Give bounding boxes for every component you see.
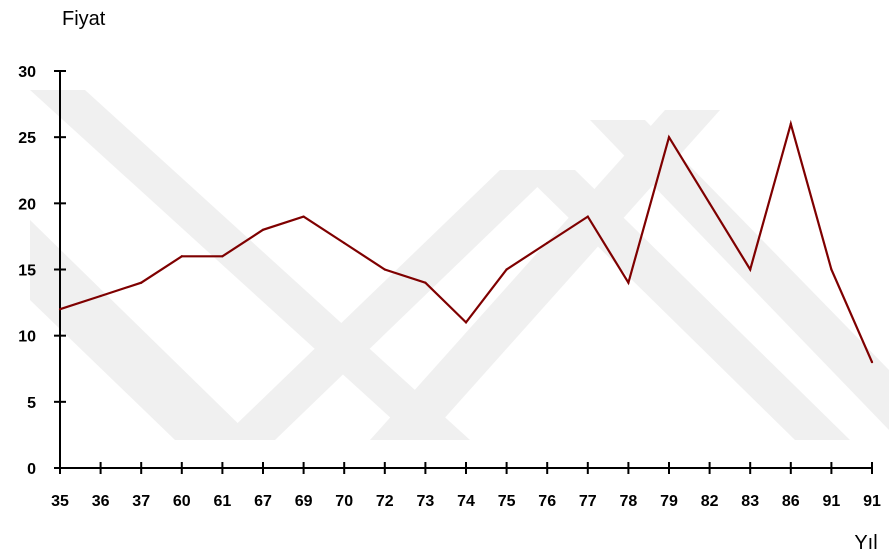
data-point-3	[180, 255, 183, 258]
data-point-18	[789, 122, 792, 126]
x-tick-label-17: 83	[741, 493, 759, 510]
y-axis-title: Fiyat	[62, 8, 106, 30]
data-point-12	[546, 241, 549, 245]
y-tick-label-25: 25	[18, 130, 36, 147]
data-point-5	[261, 228, 265, 231]
x-tick-label-14: 78	[620, 493, 638, 510]
y-tick-label-0: 0	[27, 461, 36, 478]
x-tick-label-7: 70	[335, 493, 353, 510]
y-tick-label-30: 30	[18, 64, 36, 81]
series-group	[58, 119, 874, 364]
data-point-6	[302, 215, 305, 218]
data-point-1	[99, 294, 102, 298]
x-tick-label-9: 73	[417, 493, 435, 510]
data-point-15	[667, 136, 671, 139]
data-point-11	[505, 268, 508, 271]
x-tick-label-10: 74	[457, 493, 475, 510]
x-tick-label-16: 82	[701, 493, 719, 510]
data-point-9	[424, 281, 427, 284]
data-point-19	[830, 268, 833, 271]
y-tick-label-20: 20	[18, 196, 36, 213]
data-point-8	[383, 268, 386, 271]
x-tick-label-2: 37	[132, 493, 150, 510]
x-tick-label-13: 77	[579, 493, 597, 510]
data-point-0	[58, 308, 62, 311]
x-tick-label-19: 91	[823, 493, 841, 510]
x-tick-label-1: 36	[92, 493, 110, 510]
x-tick-label-0: 35	[51, 493, 69, 510]
y-tick-label-5: 5	[27, 395, 36, 412]
x-axis-ticks: 35 36 37 60 61 67 69 70 72 73 74 75 76 77 78 79 82 83 86 91…	[51, 462, 881, 510]
data-point-7	[343, 241, 346, 245]
x-tick-label-8: 72	[376, 493, 394, 510]
y-tick-label-10: 10	[18, 329, 36, 346]
x-tick-label-18: 86	[782, 493, 800, 510]
data-point-4	[221, 255, 224, 258]
data-point-10	[464, 321, 468, 324]
data-point-13	[586, 215, 589, 218]
x-tick-label-3: 60	[173, 493, 191, 510]
x-tick-label-6: 69	[295, 493, 313, 510]
y-axis-ticks: 0 5 10 15 20 25 30	[18, 64, 66, 478]
data-point-2	[140, 281, 143, 284]
x-tick-label-15: 79	[660, 493, 678, 510]
x-tick-label-5: 67	[254, 493, 272, 510]
watermark-logo	[30, 90, 889, 440]
y-tick-label-15: 15	[18, 263, 36, 280]
x-tick-label-20: 91	[863, 493, 881, 510]
x-tick-label-4: 61	[214, 493, 232, 510]
x-axis-title: Yıl	[854, 532, 877, 554]
data-point-20	[870, 361, 874, 364]
data-point-16	[708, 202, 711, 205]
x-tick-label-11: 75	[498, 493, 516, 510]
data-point-17	[749, 268, 752, 271]
data-point-14	[627, 281, 630, 284]
x-tick-label-12: 76	[538, 493, 556, 510]
